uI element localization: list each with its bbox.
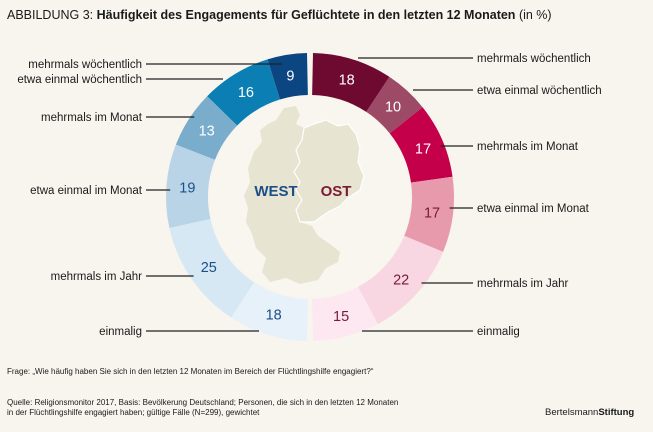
value-label-ost-mehrmals-woechentlich: 18 <box>339 73 355 89</box>
region-label-west: WEST <box>254 183 297 200</box>
segment-ost-einmalig <box>312 286 378 341</box>
category-label-west-etwa-einmal-woechentlich: etwa einmal wöchentlich <box>17 74 142 86</box>
figure-unit: (in %) <box>518 8 552 22</box>
value-label-west-etwa-einmal-woechentlich: 16 <box>238 85 254 101</box>
value-label-west-mehrmals-woechentlich: 9 <box>286 69 294 85</box>
value-label-west-einmalig: 18 <box>266 308 282 324</box>
value-label-west-etwa-einmal-im-monat: 19 <box>179 180 195 196</box>
west-germany-shape <box>244 106 340 284</box>
brand-regular: Bertelsmann <box>545 407 599 418</box>
category-label-ost-mehrmals-im-monat: mehrmals im Monat <box>477 141 579 153</box>
category-label-west-mehrmals-im-monat: mehrmals im Monat <box>41 112 143 124</box>
brand-logo: BertelsmannStiftung <box>545 407 634 418</box>
category-label-ost-einmalig: einmalig <box>477 326 520 338</box>
value-label-ost-einmalig: 15 <box>333 309 349 325</box>
value-label-west-mehrmals-im-monat: 13 <box>199 123 215 139</box>
figure-heading: Häufigkeit des Engagements für Geflüchte… <box>96 8 516 22</box>
segment-ost-etwa-einmal-woechentlich <box>366 76 423 134</box>
segment-west-mehrmals-im-monat <box>175 96 238 160</box>
category-label-ost-etwa-einmal-im-monat: etwa einmal im Monat <box>477 203 590 215</box>
germany-map: WEST OST <box>210 97 410 297</box>
category-label-ost-etwa-einmal-woechentlich: etwa einmal wöchentlich <box>477 85 602 97</box>
brand-bold: Stiftung <box>598 407 635 418</box>
region-label-east: OST <box>321 183 352 200</box>
value-label-ost-mehrmals-im-monat: 17 <box>415 141 431 157</box>
value-label-west-mehrmals-im-jahr: 25 <box>201 260 217 276</box>
category-label-west-mehrmals-im-jahr: mehrmals im Jahr <box>51 271 143 283</box>
category-label-ost-mehrmals-im-jahr: mehrmals im Jahr <box>477 278 569 290</box>
source-note: Quelle: Religionsmonitor 2017, Basis: Be… <box>7 398 398 418</box>
east-germany-shape <box>293 119 365 223</box>
value-label-ost-mehrmals-im-jahr: 22 <box>393 273 409 289</box>
segment-west-etwa-einmal-im-monat <box>166 144 215 229</box>
figure-title: ABBILDUNG 3: Häufigkeit des Engagements … <box>7 8 552 22</box>
segment-west-mehrmals-im-jahr <box>169 218 255 318</box>
value-label-ost-etwa-einmal-im-monat: 17 <box>424 205 440 221</box>
source-line-2: in der Flüchtlingshilfe engagiert haben;… <box>7 408 260 417</box>
category-label-west-etwa-einmal-im-monat: etwa einmal im Monat <box>30 185 143 197</box>
category-label-west-mehrmals-woechentlich: mehrmals wöchentlich <box>28 59 142 71</box>
category-label-west-einmalig: einmalig <box>99 326 142 338</box>
segment-ost-mehrmals-im-jahr <box>358 235 444 325</box>
segment-ost-mehrmals-im-monat <box>389 107 453 183</box>
survey-question: Frage: „Wie häufig haben Sie sich in den… <box>7 367 374 376</box>
segment-ost-etwa-einmal-im-monat <box>404 176 454 252</box>
segment-ost-mehrmals-woechentlich <box>312 53 390 112</box>
source-line-1: Quelle: Religionsmonitor 2017, Basis: Be… <box>7 398 399 407</box>
category-label-ost-mehrmals-woechentlich: mehrmals wöchentlich <box>477 53 591 65</box>
segment-west-mehrmals-woechentlich <box>267 53 308 100</box>
segment-west-etwa-einmal-woechentlich <box>207 59 280 126</box>
value-label-ost-etwa-einmal-woechentlich: 10 <box>385 99 401 115</box>
figure-number: ABBILDUNG 3: <box>7 8 94 22</box>
segment-west-einmalig <box>231 282 308 341</box>
donut-chart: WEST OST 9 16 13 19 25 18 18 10 17 17 22 15 mehrmal… <box>17 53 602 341</box>
